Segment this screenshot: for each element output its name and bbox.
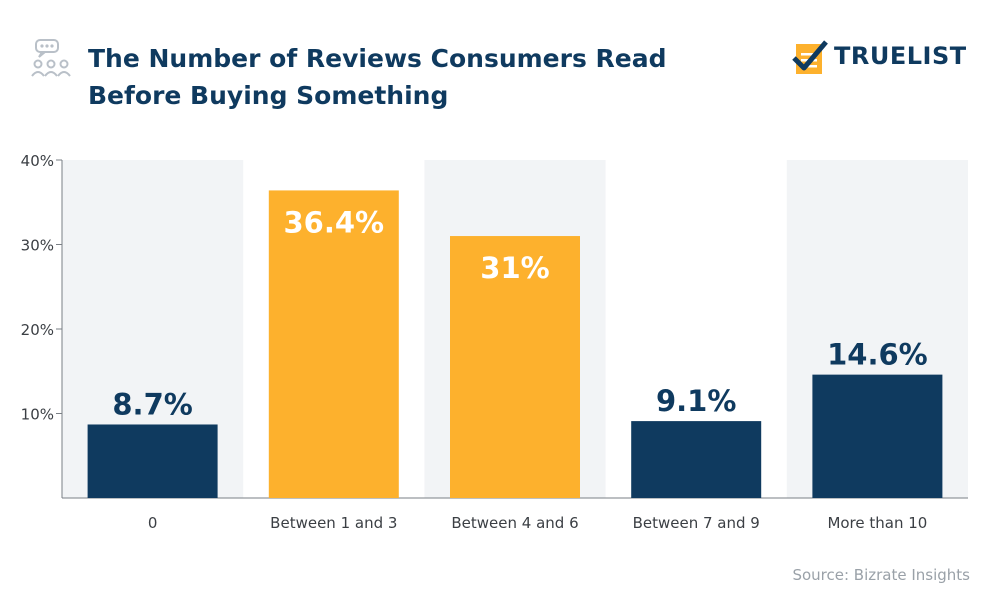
data-label: 8.7%: [112, 387, 192, 421]
chart-title-line-2: Before Buying Something: [88, 81, 449, 110]
bar: [268, 190, 399, 499]
bar: [631, 421, 762, 498]
x-tick-label: 0: [148, 514, 158, 532]
people-chat-icon: [31, 39, 71, 77]
x-tick-label: More than 10: [827, 514, 927, 532]
y-tick-label: 10%: [21, 406, 54, 424]
logo-text: TRUELIST: [834, 42, 967, 70]
data-label: 31%: [480, 251, 549, 285]
y-tick-label: 20%: [21, 321, 54, 339]
chart-title: The Number of Reviews Consumers Read Bef…: [88, 40, 728, 114]
y-tick-label: 40%: [21, 152, 54, 170]
data-label: 9.1%: [656, 384, 736, 418]
bar: [450, 236, 580, 499]
data-label: 14.6%: [827, 338, 928, 372]
x-tick-label: Between 7 and 9: [633, 514, 760, 532]
data-label: 36.4%: [283, 205, 384, 239]
bar: [812, 374, 943, 498]
x-tick-label: Between 1 and 3: [270, 514, 397, 532]
checklist-icon: [792, 40, 828, 74]
truelist-logo: TRUELIST: [792, 40, 982, 76]
chart-title-line-1: The Number of Reviews Consumers Read: [88, 44, 667, 73]
y-tick-label: 30%: [21, 237, 54, 255]
source-note: Source: Bizrate Insights: [792, 566, 970, 584]
bar-chart: 10% 20% 30% 40% 8.7% 0 36.4% Between 1 and 3 31%…: [21, 152, 968, 532]
x-tick-label: Between 4 and 6: [451, 514, 578, 532]
bar: [87, 424, 218, 498]
